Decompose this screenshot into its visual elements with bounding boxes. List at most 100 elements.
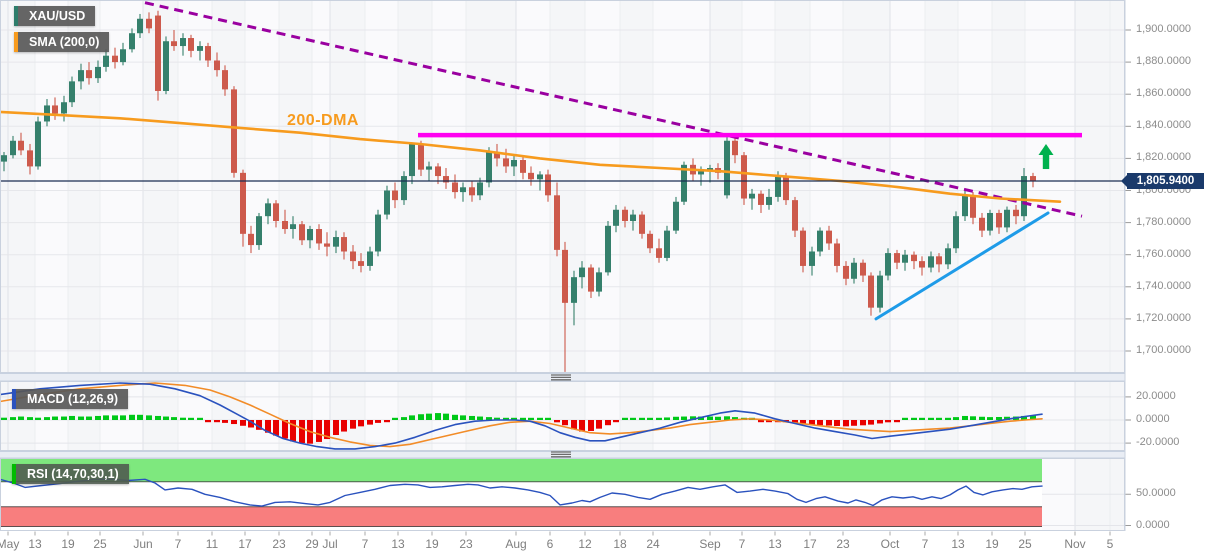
macd-histogram-bar [392,417,398,420]
candle-body [494,151,500,159]
macd-histogram-bar [851,420,857,426]
macd-histogram-bar [222,420,228,423]
x-axis-label: Sep [699,537,721,551]
candle-body [61,102,67,114]
candle-body [528,172,534,180]
macd-histogram-bar [86,416,92,420]
x-axis-label: 25 [93,537,107,551]
macd-histogram-bar [800,420,806,425]
candle-body [868,275,874,308]
candle-body [95,66,101,79]
macd-histogram-bar [146,415,152,420]
candle-body [928,256,934,268]
macd-histogram-bar [477,416,483,420]
candle-body [316,229,322,244]
up-arrow-icon[interactable] [1038,143,1054,155]
sma200-line[interactable] [0,110,1062,203]
x-axis-label: 23 [836,537,850,551]
candle-body [902,254,908,263]
candle-body [222,70,228,90]
macd-histogram-bar [256,420,262,430]
candle-body [681,164,687,202]
x-axis-label: 19 [61,537,75,551]
ascending-trendline[interactable] [874,211,1050,321]
rsi-axis-label: 0.0000 [1136,518,1170,531]
macd-histogram-bar [545,417,551,420]
candle-body [443,176,449,183]
macd-histogram-bar [155,415,161,420]
macd-histogram-bar [528,417,534,420]
macd-histogram-bar [826,420,832,426]
macd-histogram-bar [945,417,951,420]
sma-indicator-badge[interactable]: SMA (200,0) [14,32,110,52]
symbol-badge[interactable]: XAU/USD [14,6,96,26]
candle-body [613,209,619,226]
macd-axis-label: -20.0000 [1136,436,1180,449]
macd-histogram-bar [681,416,687,420]
x-axis-label: Aug [505,537,527,551]
macd-histogram-bar [1004,416,1010,420]
x-axis-label: 19 [425,537,439,551]
macd-histogram-bar [350,420,356,429]
macd-histogram-bar [511,417,517,420]
macd-histogram-bar [78,416,84,420]
current-price-badge: 1,805.9400 [1121,172,1204,189]
candle-body [571,277,577,303]
macd-histogram-bar [588,420,594,431]
macd-histogram-bar [435,413,441,420]
candle-body [860,262,866,276]
candle-body [1013,209,1019,217]
candle-body [520,160,526,173]
macd-histogram-bar [724,416,730,420]
macd-histogram-bar [656,417,662,420]
clip-rsi-group [0,458,1043,531]
macd-histogram-bar [902,417,908,420]
candle-body [10,140,16,156]
candle-body [426,166,432,170]
price-axis-label: 1,900.0000 [1136,23,1192,35]
candle-body [1021,176,1027,217]
price-axis-label: 1,780.0000 [1136,215,1192,228]
candle-body [783,176,789,201]
rsi-badge-label: RSI (14,70,30,1) [27,467,119,481]
candle-body [129,33,135,50]
dma-annotation-label[interactable]: 200-DMA [287,112,359,129]
x-axis-label: 13 [768,537,782,551]
macd-histogram-bar [69,415,75,420]
candle-body [231,89,237,173]
price-axis-label: 1,880.0000 [1136,55,1192,68]
candle-body [554,195,560,250]
candle-body [698,171,704,175]
symbol-badge-bar-icon [14,6,18,26]
macd-histogram-bar [248,420,254,428]
macd-histogram-bar [843,420,849,427]
macd-histogram-bar [460,415,466,420]
x-axis-label: 17 [803,537,817,551]
rsi-indicator-badge[interactable]: RSI (14,70,30,1) [12,464,129,484]
x-axis-label: 12 [578,537,592,551]
x-axis-label: 23 [272,537,286,551]
macd-histogram-bar [1021,415,1027,420]
candle-body [936,256,942,265]
price-axis-label: 1,740.0000 [1136,279,1192,292]
candle-body [358,261,364,266]
macd-indicator-badge[interactable]: MACD (12,26,9) [12,389,128,409]
macd-histogram-bar [409,415,415,420]
x-axis-label: May [0,537,20,551]
macd-histogram-bar [554,420,560,423]
candle-body [749,193,755,199]
candle-body [605,225,611,273]
macd-histogram-bar [613,420,619,423]
x-axis-label: 7 [174,537,182,551]
macd-histogram-bar [732,417,738,420]
macd-histogram-bar [129,414,135,420]
up-arrow-shaft[interactable] [1042,153,1050,170]
macd-histogram-bar [61,416,67,420]
macd-histogram-bar [630,417,636,420]
macd-histogram-bar [970,416,976,420]
macd-histogram-bar [240,420,246,426]
candle-body [630,214,636,221]
macd-histogram-bar [1030,415,1036,420]
